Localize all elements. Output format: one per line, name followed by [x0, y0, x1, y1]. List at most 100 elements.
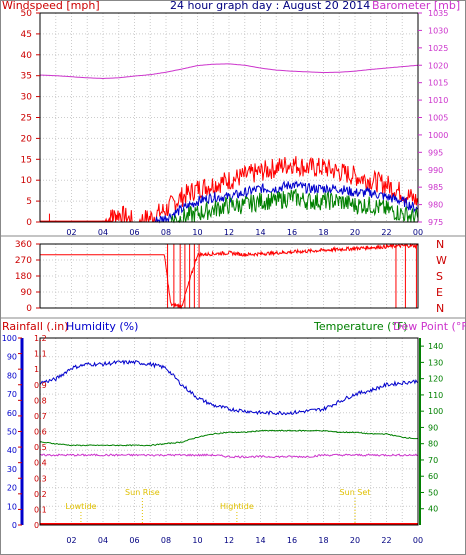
hum-tick-label-50: 50: [7, 428, 17, 437]
temp-tick-label-70: 70: [428, 456, 438, 465]
event-label-sun-set: Sun Set: [340, 488, 371, 497]
wind-x-tick-20-9: 20: [350, 228, 360, 237]
climate-x-tick-12-5: 12: [224, 536, 234, 545]
wind-tick-label-10: 10: [21, 176, 33, 186]
dewpoint-line: [39, 453, 419, 459]
humidity-line: [39, 359, 419, 416]
dir-tick-label-90: 90: [21, 288, 33, 298]
wind-x-tick-22-10: 22: [381, 228, 391, 237]
temp-tick-label-40: 40: [428, 505, 438, 514]
wind-direction-line: [40, 242, 419, 310]
climate-x-tick-00-11: 00: [413, 536, 423, 545]
wind-x-tick-18-8: 18: [318, 228, 328, 237]
hum-tick-label-30: 30: [7, 465, 17, 474]
wind-tick-label-45: 45: [21, 30, 32, 40]
baro-tick-label-1015: 1015: [428, 79, 448, 88]
climate-x-tick-14-6: 14: [255, 536, 265, 545]
climate-x-tick-06-2: 06: [129, 536, 139, 545]
climate-plot-frame: [39, 337, 419, 526]
wind-x-tick-02-0: 02: [66, 228, 76, 237]
rain-tick-label-0: 0: [34, 521, 39, 530]
rain-tick-label-0-9: 0.9: [34, 381, 47, 390]
climate-x-tick-10-4: 10: [192, 536, 202, 545]
wind-tick-label-35: 35: [21, 72, 32, 82]
baro-tick-label-1000: 1000: [428, 131, 448, 140]
temp-tick-label-60: 60: [428, 472, 438, 481]
baro-tick-label-990: 990: [428, 166, 443, 175]
dir-tick-label-270: 270: [15, 256, 32, 266]
climate-x-tick-08-3: 08: [161, 536, 171, 545]
barometer-axis-title: Barometer [mb]: [372, 0, 460, 12]
rain-tick-label-0-1: 0.1: [34, 505, 47, 514]
climate-x-tick-04-1: 04: [98, 536, 108, 545]
temperature-line: [39, 429, 419, 447]
wind-tick-label-0: 0: [26, 218, 32, 228]
rain-tick-label-0-7: 0.7: [34, 412, 47, 421]
wind-x-tick-04-1: 04: [98, 228, 108, 237]
dir-compass-label-2-s: S: [436, 270, 443, 283]
temp-tick-label-140: 140: [428, 342, 443, 351]
rain-tick-label-0-2: 0.2: [34, 490, 47, 499]
wind-x-tick-14-6: 14: [255, 228, 265, 237]
wind-x-tick-06-2: 06: [129, 228, 139, 237]
dir-tick-label-0: 0: [26, 304, 32, 314]
wind-x-tick-00-11: 00: [413, 228, 423, 237]
temp-tick-label-100: 100: [428, 407, 443, 416]
baro-tick-label-1005: 1005: [428, 114, 448, 123]
hum-tick-label-60: 60: [7, 409, 17, 418]
wind-axis-title: Windspeed [mph]: [2, 0, 100, 12]
event-label-lowtide: Lowtide: [65, 502, 96, 511]
climate-x-tick-02-0: 02: [66, 536, 76, 545]
chart-title: 24 hour graph day : August 20 2014: [170, 0, 370, 12]
wind-tick-label-15: 15: [21, 155, 32, 165]
wind-x-tick-12-5: 12: [224, 228, 234, 237]
rain-tick-label-1-1: 1.1: [34, 350, 47, 359]
hum-tick-label-20: 20: [7, 484, 17, 493]
temp-tick-label-50: 50: [428, 488, 438, 497]
dir-compass-label-3-e: E: [436, 286, 443, 299]
hum-tick-label-10: 10: [7, 502, 17, 511]
hum-tick-label-0: 0: [12, 521, 17, 530]
rain-tick-label-1-2: 1.2: [34, 334, 47, 343]
wind-tick-label-25: 25: [21, 114, 32, 124]
rain-axis-title: Rainfall (.in): [2, 320, 69, 333]
event-label-hightide: Hightide: [220, 502, 254, 511]
hum-tick-label-100: 100: [2, 334, 17, 343]
dewpoint-axis-title: Dew Point (°F): [393, 320, 466, 333]
baro-tick-label-980: 980: [428, 201, 443, 210]
baro-tick-label-975: 975: [428, 218, 443, 227]
hum-tick-label-40: 40: [7, 446, 17, 455]
hum-tick-label-90: 90: [7, 353, 17, 362]
wind-tick-label-5: 5: [26, 197, 32, 207]
wind-tick-label-40: 40: [21, 51, 33, 61]
humidity-axis-title: Humidity (%): [66, 320, 138, 333]
hum-tick-label-70: 70: [7, 390, 17, 399]
wind-tick-label-30: 30: [21, 93, 33, 103]
rain-tick-label-0-4: 0.4: [34, 459, 47, 468]
dir-compass-label-1-w: W: [436, 254, 447, 267]
temp-tick-label-90: 90: [428, 423, 438, 432]
wind-x-tick-16-7: 16: [287, 228, 297, 237]
wind-x-tick-08-3: 08: [161, 228, 171, 237]
rain-tick-label-0-8: 0.8: [34, 396, 47, 405]
wind-x-tick-10-4: 10: [192, 228, 202, 237]
wind-tick-label-50: 50: [21, 9, 33, 19]
baro-tick-label-1020: 1020: [428, 61, 448, 70]
rain-tick-label-1: 1: [34, 365, 39, 374]
event-label-sun-rise: Sun Rise: [125, 488, 160, 497]
baro-tick-label-1025: 1025: [428, 44, 448, 53]
baro-tick-label-995: 995: [428, 148, 443, 157]
climate-x-tick-22-10: 22: [381, 536, 391, 545]
temp-tick-label-120: 120: [428, 375, 443, 384]
barometer-line: [39, 63, 419, 80]
climate-x-tick-16-7: 16: [287, 536, 297, 545]
dir-compass-label-4-n: N: [436, 302, 444, 315]
dir-compass-label-0-n: N: [436, 238, 444, 251]
baro-tick-label-1010: 1010: [428, 96, 448, 105]
climate-x-tick-18-8: 18: [318, 536, 328, 545]
baro-tick-label-1030: 1030: [428, 26, 448, 35]
hum-tick-label-80: 80: [7, 371, 17, 380]
temperature-axis-title: Temperature (°F): [313, 320, 408, 333]
baro-tick-label-985: 985: [428, 183, 443, 192]
